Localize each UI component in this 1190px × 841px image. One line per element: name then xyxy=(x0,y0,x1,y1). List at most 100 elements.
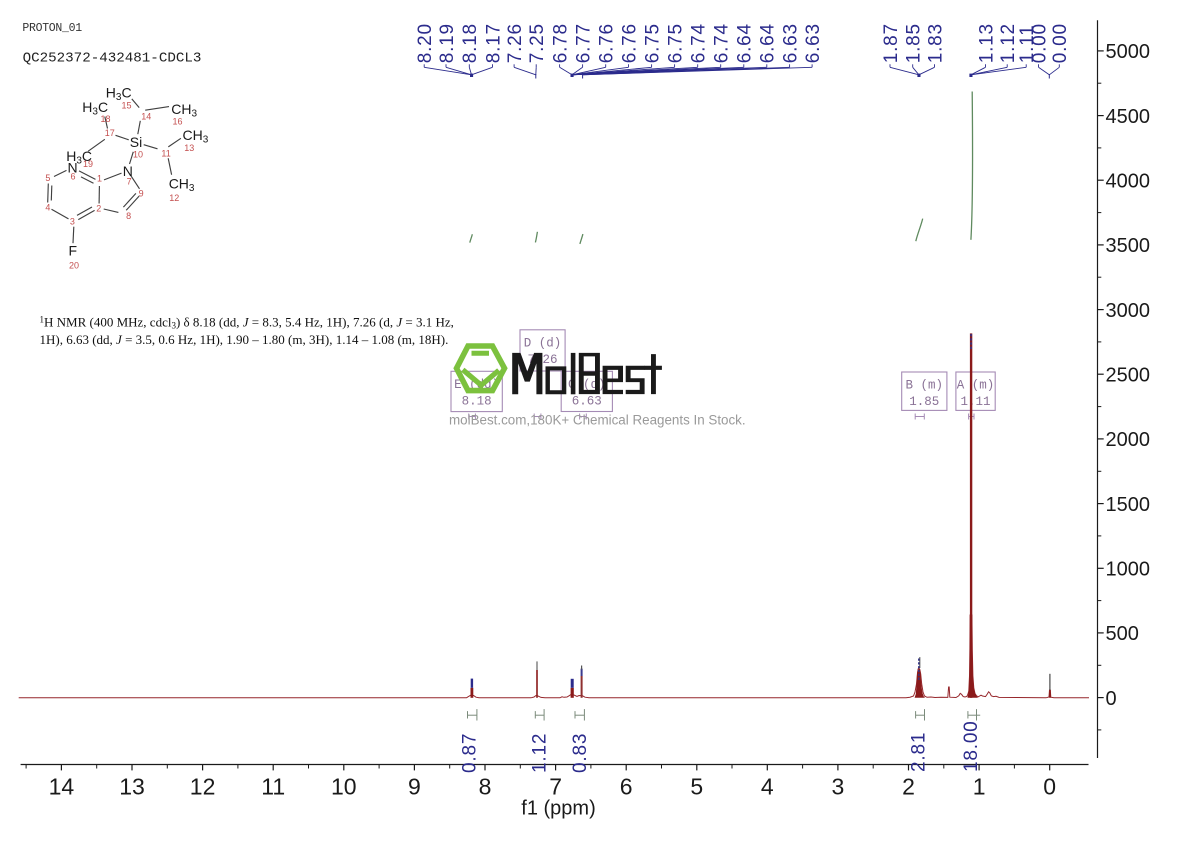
svg-text:3000: 3000 xyxy=(1106,300,1151,322)
svg-text:0.83: 0.83 xyxy=(570,733,591,773)
svg-text:CH3: CH3 xyxy=(169,175,195,194)
svg-text:0.00: 0.00 xyxy=(1029,23,1050,63)
svg-text:13: 13 xyxy=(184,143,194,153)
svg-text:4500: 4500 xyxy=(1106,106,1151,128)
svg-text:12: 12 xyxy=(169,193,179,203)
svg-text:8: 8 xyxy=(126,211,131,221)
svg-text:6.74: 6.74 xyxy=(689,23,710,63)
svg-text:6.78: 6.78 xyxy=(550,23,571,63)
svg-text:3: 3 xyxy=(832,774,845,800)
svg-text:18.00: 18.00 xyxy=(961,720,982,772)
svg-text:7.25: 7.25 xyxy=(527,23,548,63)
svg-text:6.63: 6.63 xyxy=(780,23,801,63)
svg-text:1.13: 1.13 xyxy=(976,23,997,63)
svg-text:1.85: 1.85 xyxy=(904,23,925,63)
svg-text:1.12: 1.12 xyxy=(530,733,551,773)
svg-text:13: 13 xyxy=(119,774,145,800)
svg-text:1H), 6.63 (dd, J = 3.5, 0.6 Hz: 1H), 6.63 (dd, J = 3.5, 0.6 Hz, 1H), 1.9… xyxy=(40,332,449,347)
svg-text:6.75: 6.75 xyxy=(642,23,663,63)
svg-text:8.18: 8.18 xyxy=(460,23,481,63)
svg-text:6.63: 6.63 xyxy=(572,394,602,408)
svg-text:6.77: 6.77 xyxy=(573,23,594,63)
svg-text:19: 19 xyxy=(83,159,93,169)
svg-text:1000: 1000 xyxy=(1106,559,1151,581)
svg-text:3500: 3500 xyxy=(1106,235,1151,257)
svg-text:10: 10 xyxy=(331,774,357,800)
svg-text:QC252372-432481-CDCL3: QC252372-432481-CDCL3 xyxy=(23,51,202,67)
svg-text:1.87: 1.87 xyxy=(881,23,902,63)
svg-text:A (m): A (m) xyxy=(957,379,995,393)
svg-text:500: 500 xyxy=(1106,623,1139,645)
svg-text:10: 10 xyxy=(133,149,143,159)
svg-text:11: 11 xyxy=(161,149,170,159)
svg-text:7: 7 xyxy=(127,177,132,187)
svg-text:1: 1 xyxy=(973,774,986,800)
svg-text:2000: 2000 xyxy=(1106,429,1151,451)
svg-text:1.12: 1.12 xyxy=(998,23,1019,63)
svg-text:1.85: 1.85 xyxy=(909,395,939,409)
svg-text:H3C: H3C xyxy=(82,99,108,118)
svg-text:CH3: CH3 xyxy=(183,127,209,146)
svg-text:11: 11 xyxy=(261,774,285,800)
svg-text:4: 4 xyxy=(761,774,774,800)
svg-text:8.19: 8.19 xyxy=(437,23,458,63)
svg-text:F: F xyxy=(69,242,78,258)
svg-text:H3C: H3C xyxy=(106,84,132,103)
svg-text:2: 2 xyxy=(902,774,915,800)
svg-text:12: 12 xyxy=(190,774,216,800)
svg-text:f1 (ppm): f1 (ppm) xyxy=(521,798,595,820)
svg-text:1: 1 xyxy=(97,173,102,183)
svg-text:1.11: 1.11 xyxy=(1017,25,1038,64)
svg-text:molBest.com,180K+ Chemical Rea: molBest.com,180K+ Chemical Reagents In S… xyxy=(449,413,746,428)
svg-text:14: 14 xyxy=(49,774,75,800)
svg-text:9: 9 xyxy=(408,774,421,800)
svg-text:2500: 2500 xyxy=(1106,364,1151,386)
svg-text:5: 5 xyxy=(690,774,703,800)
svg-text:6.63: 6.63 xyxy=(803,23,824,63)
svg-text:4000: 4000 xyxy=(1106,170,1151,192)
svg-text:14: 14 xyxy=(141,112,151,122)
svg-text:1500: 1500 xyxy=(1106,494,1151,516)
svg-text:2.81: 2.81 xyxy=(909,732,930,772)
svg-text:CH3: CH3 xyxy=(171,101,197,120)
svg-text:0.00: 0.00 xyxy=(1050,23,1071,63)
svg-text:8.18: 8.18 xyxy=(462,394,492,408)
svg-text:6: 6 xyxy=(70,172,75,182)
svg-text:0: 0 xyxy=(1106,688,1117,710)
svg-text:20: 20 xyxy=(69,260,79,270)
svg-text:3: 3 xyxy=(70,217,75,227)
svg-text:7: 7 xyxy=(549,774,562,800)
svg-text:Si: Si xyxy=(130,134,142,150)
svg-text:17: 17 xyxy=(105,128,115,138)
svg-text:0: 0 xyxy=(1043,774,1056,800)
svg-text:6.64: 6.64 xyxy=(735,23,756,63)
svg-text:D (d): D (d) xyxy=(524,336,562,350)
svg-text:1.83: 1.83 xyxy=(925,23,946,63)
svg-text:2: 2 xyxy=(96,203,101,213)
svg-text:6.75: 6.75 xyxy=(665,23,686,63)
svg-text:4: 4 xyxy=(45,203,50,213)
svg-text:1.11: 1.11 xyxy=(961,395,991,409)
svg-text:7.26: 7.26 xyxy=(505,23,526,63)
svg-text:15: 15 xyxy=(121,101,131,111)
svg-text:N: N xyxy=(123,163,133,179)
svg-text:H3C: H3C xyxy=(66,148,92,167)
svg-text:6.64: 6.64 xyxy=(758,23,779,63)
svg-text:6.74: 6.74 xyxy=(712,23,733,63)
svg-text:8.17: 8.17 xyxy=(483,23,504,63)
svg-text:6.76: 6.76 xyxy=(619,23,640,63)
svg-text:B (m): B (m) xyxy=(906,379,944,393)
svg-text:0.87: 0.87 xyxy=(459,733,480,773)
svg-text:9: 9 xyxy=(139,188,144,198)
svg-text:5000: 5000 xyxy=(1106,41,1151,63)
svg-text:16: 16 xyxy=(172,117,182,127)
svg-text:8.20: 8.20 xyxy=(415,23,436,63)
svg-text:8: 8 xyxy=(479,774,492,800)
svg-text:1H NMR (400 MHz, cdcl3) δ 8.18: 1H NMR (400 MHz, cdcl3) δ 8.18 (dd, J = … xyxy=(40,315,454,331)
svg-text:6: 6 xyxy=(620,774,633,800)
svg-text:PROTON_01: PROTON_01 xyxy=(22,22,82,35)
svg-text:5: 5 xyxy=(45,173,50,183)
svg-text:18: 18 xyxy=(100,114,110,124)
svg-text:6.76: 6.76 xyxy=(597,23,618,63)
svg-text:N: N xyxy=(67,160,77,176)
